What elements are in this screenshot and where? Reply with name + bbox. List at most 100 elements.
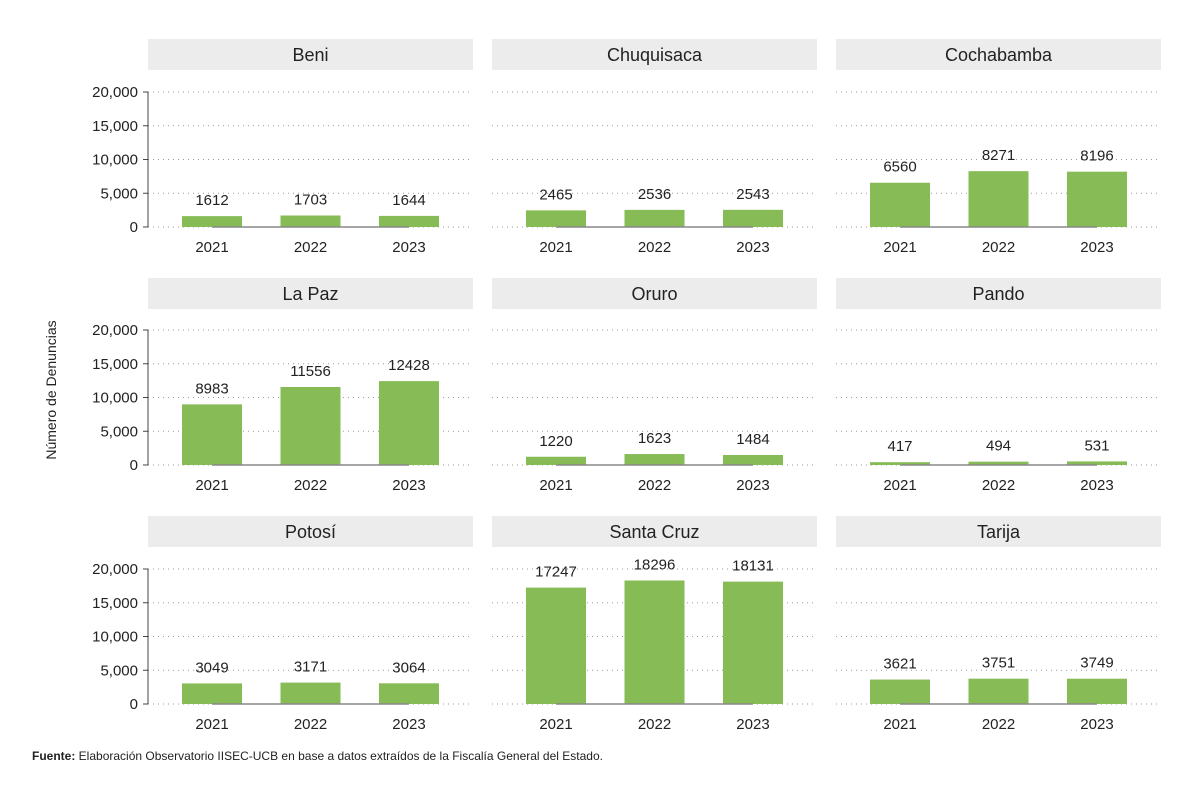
bar-oruro-2021 bbox=[526, 456, 587, 465]
data-label: 8983 bbox=[195, 380, 228, 397]
x-tick-label: 2022 bbox=[638, 477, 671, 494]
y-tick-label: 10,000 bbox=[92, 390, 138, 407]
bar-cochabamba-2021 bbox=[870, 182, 931, 227]
bar-la-paz-2021 bbox=[182, 404, 243, 465]
data-label: 2465 bbox=[539, 186, 572, 203]
data-label: 8196 bbox=[1080, 148, 1113, 165]
source-note: Fuente: Elaboración Observatorio IISEC-U… bbox=[32, 749, 603, 763]
data-label: 11556 bbox=[290, 363, 331, 380]
panel-title-potos-: Potosí bbox=[285, 522, 336, 542]
panel-strip-oruro bbox=[492, 278, 817, 309]
y-tick-label: 15,000 bbox=[92, 595, 138, 612]
panel-strip-santa-cruz bbox=[492, 516, 817, 547]
data-label: 3064 bbox=[392, 659, 425, 676]
panel-strip-pando bbox=[836, 278, 1161, 309]
bar-oruro-2023 bbox=[722, 454, 783, 465]
bar-chuquisaca-2021 bbox=[526, 210, 587, 227]
bar-oruro-2022 bbox=[624, 454, 685, 465]
y-tick-label: 20,000 bbox=[92, 561, 138, 578]
panel-title-oruro: Oruro bbox=[631, 284, 677, 304]
x-tick-label: 2023 bbox=[392, 477, 425, 494]
bar-santa-cruz-2022 bbox=[624, 580, 685, 704]
panel-title-beni: Beni bbox=[292, 45, 328, 65]
x-tick-label: 2022 bbox=[294, 477, 327, 494]
bar-cochabamba-2022 bbox=[968, 171, 1029, 227]
bar-tarija-2022 bbox=[968, 678, 1029, 704]
x-tick-label: 2021 bbox=[883, 477, 916, 494]
bar-chuquisaca-2022 bbox=[624, 209, 685, 227]
bar-beni-2021 bbox=[182, 216, 243, 227]
bar-tarija-2023 bbox=[1066, 678, 1127, 704]
y-tick-label: 15,000 bbox=[92, 118, 138, 135]
data-label: 12428 bbox=[388, 357, 430, 374]
panel-title-cochabamba: Cochabamba bbox=[945, 45, 1053, 65]
data-label: 1612 bbox=[195, 192, 228, 209]
bar-la-paz-2022 bbox=[280, 386, 341, 465]
x-tick-label: 2021 bbox=[539, 477, 572, 494]
data-label: 8271 bbox=[982, 147, 1015, 164]
data-label: 3049 bbox=[195, 659, 228, 676]
bar-la-paz-2023 bbox=[378, 381, 439, 465]
y-tick-label: 5,000 bbox=[100, 423, 138, 440]
x-tick-label: 2023 bbox=[1080, 716, 1113, 733]
x-tick-label: 2023 bbox=[392, 239, 425, 256]
y-tick-label: 10,000 bbox=[92, 152, 138, 169]
x-tick-label: 2021 bbox=[195, 239, 228, 256]
y-tick-label: 0 bbox=[130, 219, 138, 236]
bar-pando-2021 bbox=[870, 462, 931, 465]
data-label: 17247 bbox=[535, 564, 577, 581]
data-label: 417 bbox=[887, 438, 912, 455]
x-tick-label: 2022 bbox=[294, 239, 327, 256]
bar-santa-cruz-2023 bbox=[722, 581, 783, 704]
bar-santa-cruz-2021 bbox=[526, 587, 587, 704]
panel-strip-chuquisaca bbox=[492, 39, 817, 70]
y-tick-label: 5,000 bbox=[100, 185, 138, 202]
x-tick-label: 2023 bbox=[736, 239, 769, 256]
panel-strip-la-paz bbox=[148, 278, 473, 309]
x-tick-label: 2021 bbox=[195, 477, 228, 494]
bar-pando-2023 bbox=[1066, 461, 1127, 465]
data-label: 1623 bbox=[638, 430, 671, 447]
bar-cochabamba-2023 bbox=[1066, 171, 1127, 227]
bar-potos--2022 bbox=[280, 682, 341, 704]
data-label: 1703 bbox=[294, 192, 327, 209]
source-label: Fuente: bbox=[32, 749, 76, 763]
data-label: 1644 bbox=[392, 192, 425, 209]
panel-strip-beni bbox=[148, 39, 473, 70]
x-tick-label: 2022 bbox=[294, 716, 327, 733]
bar-beni-2023 bbox=[378, 215, 439, 227]
y-tick-label: 5,000 bbox=[100, 662, 138, 679]
y-tick-label: 10,000 bbox=[92, 629, 138, 646]
x-tick-label: 2022 bbox=[638, 716, 671, 733]
bar-chuquisaca-2023 bbox=[722, 209, 783, 227]
x-tick-label: 2022 bbox=[982, 716, 1015, 733]
data-label: 1484 bbox=[736, 431, 769, 448]
x-tick-label: 2021 bbox=[883, 716, 916, 733]
bar-tarija-2021 bbox=[870, 679, 931, 704]
panel-strip-potos- bbox=[148, 516, 473, 547]
x-tick-label: 2021 bbox=[539, 716, 572, 733]
data-label: 3171 bbox=[294, 659, 327, 676]
x-tick-label: 2023 bbox=[736, 716, 769, 733]
data-label: 3749 bbox=[1080, 655, 1113, 672]
data-label: 18296 bbox=[634, 557, 676, 574]
data-label: 6560 bbox=[883, 159, 916, 176]
x-tick-label: 2021 bbox=[195, 716, 228, 733]
panel-title-santa-cruz: Santa Cruz bbox=[609, 522, 699, 542]
data-label: 3621 bbox=[883, 656, 916, 673]
bar-beni-2022 bbox=[280, 215, 341, 227]
y-tick-label: 20,000 bbox=[92, 84, 138, 101]
data-label: 2536 bbox=[638, 186, 671, 203]
x-tick-label: 2021 bbox=[883, 239, 916, 256]
bar-pando-2022 bbox=[968, 461, 1029, 465]
y-tick-label: 20,000 bbox=[92, 322, 138, 339]
data-label: 2543 bbox=[736, 186, 769, 203]
panel-title-pando: Pando bbox=[972, 284, 1024, 304]
source-text: Elaboración Observatorio IISEC-UCB en ba… bbox=[75, 749, 603, 763]
panel-strip-tarija bbox=[836, 516, 1161, 547]
y-axis-title: Número de Denuncias bbox=[43, 320, 59, 459]
data-label: 18131 bbox=[732, 558, 774, 575]
panel-title-chuquisaca: Chuquisaca bbox=[607, 45, 703, 65]
x-tick-label: 2021 bbox=[539, 239, 572, 256]
